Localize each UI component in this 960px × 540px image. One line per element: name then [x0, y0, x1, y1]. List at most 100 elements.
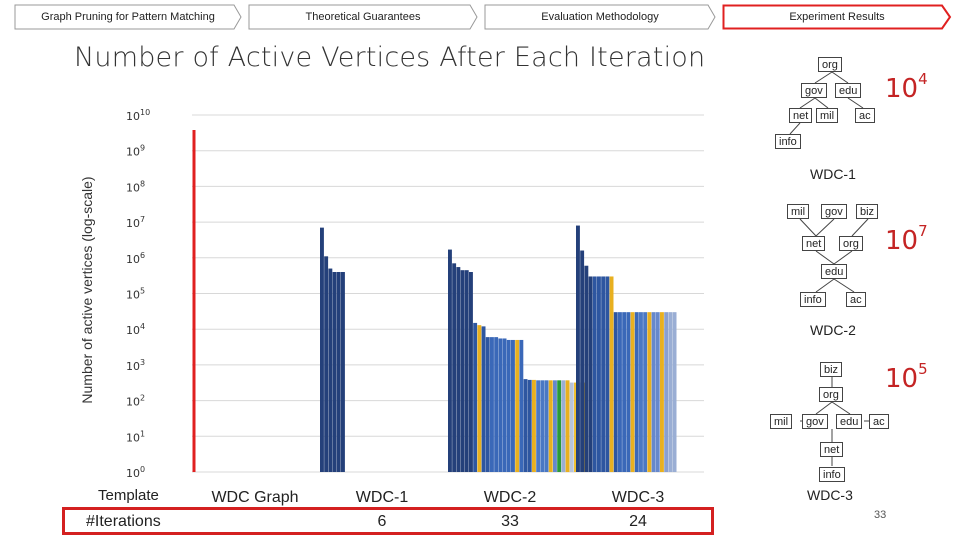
bar: [324, 256, 329, 472]
tree-node: edu: [821, 264, 848, 279]
bar: [320, 227, 324, 472]
tree-node: ac: [846, 292, 866, 307]
tree-node: org: [818, 57, 842, 72]
tree-node: edu: [836, 414, 863, 429]
bar: [626, 312, 631, 472]
tree-node: gov: [802, 414, 828, 429]
bar: [481, 326, 486, 472]
bar: [511, 339, 515, 472]
tab-label: Evaluation Methodology: [541, 11, 659, 23]
y-tick-label: 101: [126, 429, 145, 444]
bar: [532, 379, 536, 472]
tree-node: org: [839, 236, 863, 251]
template-edges: [800, 377, 870, 466]
template-wdc-2: mil gov biz net org edu info ac WDC-2 10…: [760, 196, 960, 344]
bar: [519, 339, 524, 472]
bar: [582, 382, 587, 472]
tab-experiment-results[interactable]: Experiment Results: [722, 4, 952, 30]
template-count: 105: [885, 360, 928, 394]
bar: [332, 272, 337, 472]
slide-title: Number of Active Vertices After Each Ite…: [74, 42, 706, 73]
y-tick-label: 104: [126, 322, 145, 337]
bar: [613, 312, 618, 472]
tree-node: mil: [787, 204, 810, 219]
bar: [584, 265, 589, 472]
tab-theoretical-guarantees[interactable]: Theoretical Guarantees: [248, 4, 478, 30]
bar: [651, 312, 656, 472]
bar: [597, 276, 601, 472]
bar: [618, 312, 622, 472]
tree-node: net: [789, 108, 813, 123]
bar: [536, 380, 541, 472]
bar: [576, 225, 580, 472]
bar: [622, 312, 627, 472]
iterations-count: 6: [378, 513, 387, 530]
tree-node: gov: [801, 83, 827, 98]
count-exponent: 7: [918, 222, 928, 240]
tree-node: info: [819, 467, 845, 482]
count-exponent: 5: [918, 360, 928, 378]
tree-node: info: [800, 292, 826, 307]
template-edges: [789, 71, 864, 135]
bar: [660, 312, 664, 472]
y-tick-label: 106: [126, 251, 145, 266]
tree-node: org: [819, 387, 843, 402]
bar: [569, 382, 574, 472]
bar: [544, 380, 549, 472]
bar: [494, 337, 499, 472]
bar: [580, 250, 585, 472]
tree-node: net: [820, 442, 844, 457]
x-category-label: WDC-1: [356, 489, 409, 506]
y-tick-label: 103: [126, 358, 145, 373]
bar: [578, 382, 583, 472]
bar: [460, 270, 465, 472]
tree-node: biz: [856, 204, 879, 219]
bar: [515, 339, 520, 472]
bar: [456, 267, 461, 472]
bar: [557, 380, 562, 472]
bar: [574, 382, 578, 472]
bar: [477, 325, 482, 472]
tab-label: Graph Pruning for Pattern Matching: [41, 11, 215, 23]
x-category-label: WDC-2: [484, 489, 537, 506]
bar: [540, 380, 545, 472]
template-edges: [799, 218, 869, 293]
template-name: WDC-3: [807, 487, 853, 503]
bar: [647, 312, 652, 472]
tree-node: mil: [816, 108, 839, 123]
tree-node: ac: [855, 108, 875, 123]
tab-graph-pruning[interactable]: Graph Pruning for Pattern Matching: [14, 4, 242, 30]
tree-node: gov: [821, 204, 847, 219]
y-tick-label: 102: [126, 394, 145, 409]
section-tabs: Graph Pruning for Pattern Matching Theor…: [0, 0, 960, 36]
bar: [341, 272, 345, 472]
template-count: 104: [885, 70, 928, 104]
bar: [523, 379, 528, 472]
bar: [672, 312, 677, 472]
template-row-label: Template: [98, 487, 159, 504]
page-number: 33: [874, 509, 887, 521]
iterations-row-label: #Iterations: [86, 513, 161, 530]
bar: [498, 338, 503, 472]
template-name: WDC-2: [810, 322, 856, 338]
bar: [553, 380, 557, 472]
count-exponent: 4: [918, 70, 928, 88]
tree-node: edu: [835, 83, 862, 98]
bar: [565, 380, 570, 472]
count-base: 10: [885, 226, 919, 256]
tree-node: ac: [869, 414, 889, 429]
bar: [655, 312, 660, 472]
y-axis-label: Number of active vertices (log-scale): [79, 176, 95, 403]
tab-evaluation-methodology[interactable]: Evaluation Methodology: [484, 4, 716, 30]
bar: [490, 337, 494, 472]
template-name: WDC-1: [810, 166, 856, 182]
tab-label: Theoretical Guarantees: [305, 11, 421, 23]
bar: [634, 312, 639, 472]
bar: [502, 338, 507, 472]
template-wdc-3: biz org mil gov edu ac net info WDC-3 10…: [760, 356, 960, 506]
count-base: 10: [885, 74, 919, 104]
bar: [469, 272, 473, 472]
bar: [527, 379, 532, 472]
tree-node: biz: [820, 362, 843, 377]
